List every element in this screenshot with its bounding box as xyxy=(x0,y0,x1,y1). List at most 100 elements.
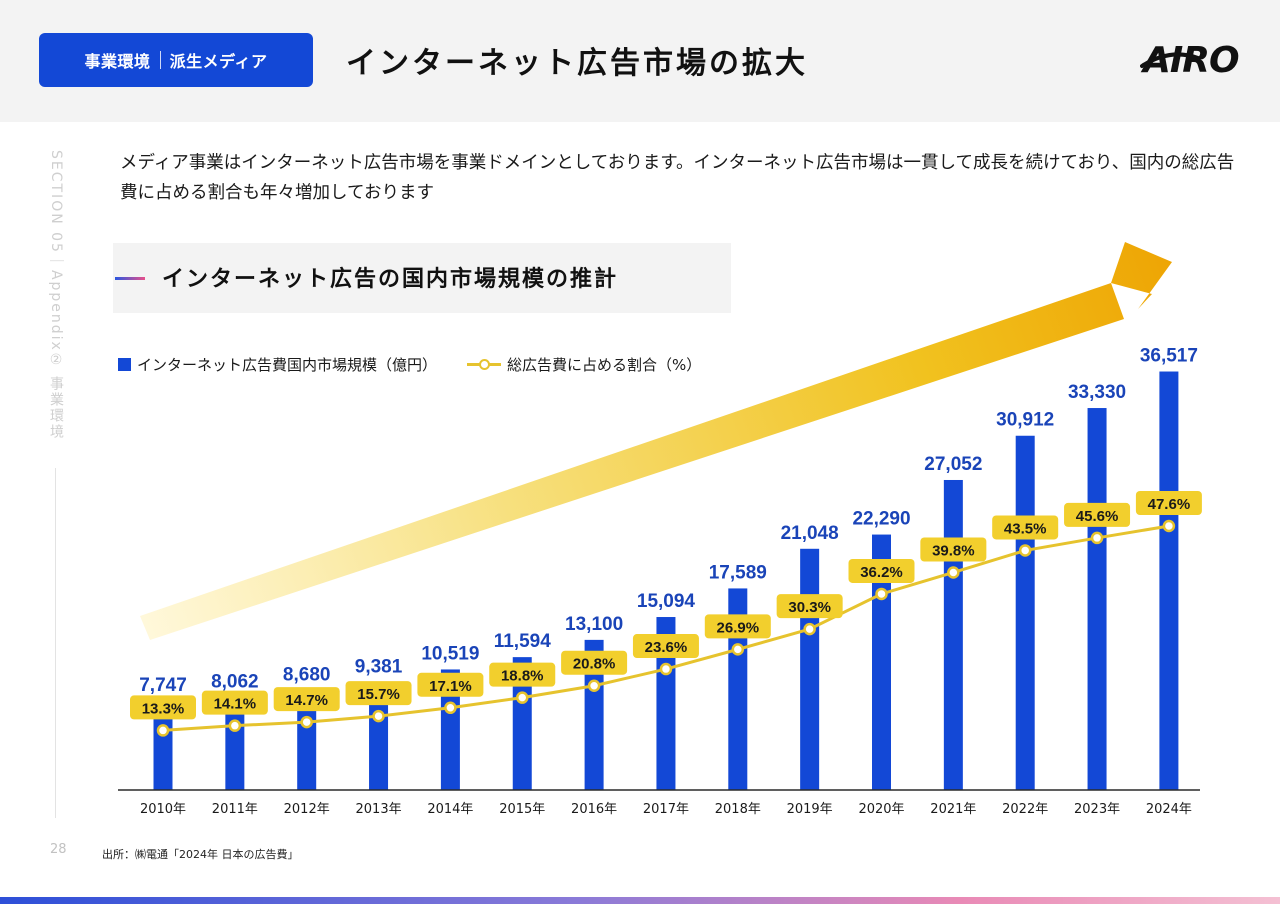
x-tick-label: 2021年 xyxy=(930,802,976,817)
bar xyxy=(153,701,173,790)
bar xyxy=(440,669,460,790)
logo-swoosh xyxy=(1140,52,1200,68)
bar xyxy=(369,682,389,790)
ratio-badge xyxy=(992,515,1059,540)
bar-value-label: 15,094 xyxy=(637,591,696,612)
ratio-point xyxy=(444,701,457,715)
bar-value-label: 22,290 xyxy=(852,509,910,530)
x-tick-label: 2014年 xyxy=(427,802,473,817)
chart-legend: インターネット広告費国内市場規模（億円） 総広告費に占める割合（%） xyxy=(118,352,701,376)
ratio-label: 30.3% xyxy=(788,599,831,616)
section-badge-right: 派生メディア xyxy=(169,52,268,71)
ratio-badge xyxy=(848,558,915,583)
x-tick-label: 2017年 xyxy=(643,802,689,817)
chart-subtitle: インターネット広告の国内市場規模の推計 xyxy=(162,267,619,292)
ratio-badge xyxy=(632,634,699,659)
x-tick-label: 2012年 xyxy=(284,802,330,817)
ratio-point xyxy=(156,724,170,737)
bar-value-label: 30,912 xyxy=(996,410,1054,431)
ratio-point xyxy=(372,709,385,723)
ratio-badge xyxy=(1064,502,1131,527)
section-side-label: SECTION 05｜Appendix② 事業環境 xyxy=(48,150,64,441)
ratio-point xyxy=(516,691,529,704)
bar-value-label: 10,519 xyxy=(421,643,479,664)
bar xyxy=(584,639,604,790)
x-tick-label: 2010年 xyxy=(140,802,186,817)
section-badge-left: 事業環境 xyxy=(84,52,151,71)
ratio-label: 13.3% xyxy=(142,700,185,717)
ratio-point xyxy=(300,715,313,729)
bar-value-label: 13,100 xyxy=(565,614,623,635)
ratio-badge xyxy=(201,690,268,715)
subtitle-accent-line xyxy=(115,277,145,280)
bar-value-label: 7,747 xyxy=(139,675,187,696)
growth-arrow xyxy=(140,242,1172,640)
ratio-badge xyxy=(776,594,843,619)
page-title: インターネット広告市場の拡大 xyxy=(346,46,808,81)
bar xyxy=(656,617,676,790)
bar-value-label: 27,052 xyxy=(924,454,982,475)
section-badge-divider xyxy=(159,51,161,69)
x-tick-label: 2024年 xyxy=(1146,802,1192,817)
bar-value-label: 11,594 xyxy=(494,631,551,652)
legend-line-swatch xyxy=(467,357,502,371)
ratio-label: 15.7% xyxy=(357,686,400,703)
section-badge: 事業環境 派生メディア xyxy=(39,33,313,87)
bar-value-label: 21,048 xyxy=(781,523,839,544)
intro-text: メディア事業はインターネット広告市場を事業ドメインとしております。インターネット… xyxy=(120,153,1235,203)
bar-value-label: 33,330 xyxy=(1068,382,1126,403)
ratio-point xyxy=(228,719,242,732)
bar xyxy=(943,479,963,790)
ratio-point xyxy=(659,662,673,676)
ratio-label: 14.1% xyxy=(214,696,257,713)
x-tick-label: 2020年 xyxy=(858,802,904,817)
x-tick-label: 2016年 xyxy=(571,802,617,817)
legend-bar-label: インターネット広告費国内市場規模（億円） xyxy=(137,355,438,374)
bar xyxy=(225,697,245,790)
ratio-label: 39.8% xyxy=(932,542,975,559)
source-note: 出所：㈱電通「2024年 日本の広告費」 xyxy=(102,848,299,861)
ratio-badge xyxy=(417,672,484,697)
x-tick-label: 2022年 xyxy=(1002,802,1048,817)
bar-value-label: 8,062 xyxy=(211,672,259,693)
ratio-label: 18.8% xyxy=(501,668,544,685)
bar-value-label: 9,381 xyxy=(355,656,403,677)
ratio-badge xyxy=(273,687,340,712)
header: 事業環境 派生メディア インターネット広告市場の拡大 AIRO xyxy=(0,0,1280,122)
x-tick-label: 2023年 xyxy=(1074,802,1120,817)
ratio-badge xyxy=(704,614,771,639)
legend-line-label: 総広告費に占める割合（%） xyxy=(507,355,702,374)
bar xyxy=(1159,371,1179,790)
x-tick-label: 2011年 xyxy=(212,802,258,817)
bar-value-label: 8,680 xyxy=(283,665,331,686)
ratio-badge xyxy=(561,650,628,675)
x-tick-label: 2015年 xyxy=(499,802,545,817)
ratio-point xyxy=(1162,519,1176,533)
ratio-label: 14.7% xyxy=(285,692,328,709)
ratio-label: 43.5% xyxy=(1004,520,1047,537)
bar xyxy=(800,548,820,790)
ratio-label: 47.6% xyxy=(1148,496,1191,513)
ratio-point xyxy=(803,622,816,636)
bottom-gradient-bar xyxy=(0,897,1280,904)
ratio-badge xyxy=(489,662,556,687)
bar xyxy=(728,588,748,790)
ratio-point xyxy=(875,587,888,601)
ratio-point xyxy=(1018,544,1032,557)
bar xyxy=(872,534,891,790)
page-number: 28 xyxy=(50,842,67,857)
side-divider xyxy=(55,468,56,818)
bar-value-label: 17,589 xyxy=(709,562,767,583)
x-tick-label: 2019年 xyxy=(787,802,833,817)
ratio-badge xyxy=(1135,491,1202,516)
bar xyxy=(297,690,317,790)
legend-bar-swatch xyxy=(118,357,131,371)
bar xyxy=(1087,408,1107,790)
ratio-point xyxy=(731,643,745,656)
ratio-point xyxy=(587,679,601,692)
ratio-label: 36.2% xyxy=(860,564,903,581)
brand-logo: AIRO xyxy=(1140,34,1250,88)
ratio-label: 26.9% xyxy=(717,619,760,636)
ratio-label: 17.1% xyxy=(429,678,472,695)
